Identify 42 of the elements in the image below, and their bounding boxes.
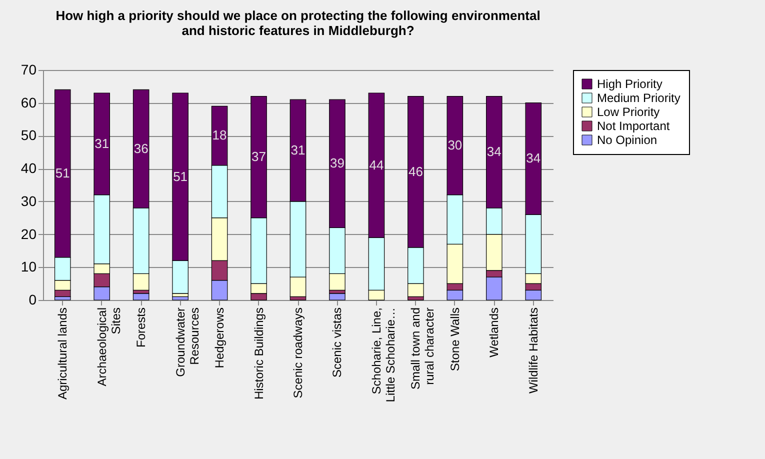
data-label: 36 (134, 140, 148, 156)
legend-label: High Priority (597, 77, 662, 91)
data-label: 18 (212, 128, 227, 143)
y-tick-label: 60 (20, 94, 37, 110)
x-tick-label: Hedgerows (212, 308, 227, 368)
x-tick-label: Scenic vistas (330, 308, 344, 378)
data-label: 34 (486, 144, 502, 160)
legend-label: No Opinion (597, 133, 658, 147)
x-tick-label: Wildlife Habitats (526, 308, 540, 394)
chart-title: How high a priority should we place on protecting the following environmental and historic features in Middleburgh? (56, 8, 540, 38)
data-label: 31 (290, 142, 306, 158)
data-label: 44 (369, 157, 384, 172)
x-tick-label: Schoharie, Line, Little Schoharie… (369, 308, 398, 402)
legend-label: Not Important (597, 119, 670, 133)
data-label: 31 (94, 136, 110, 151)
x-tick-label: Agricultural lands (56, 308, 70, 400)
data-label: 51 (55, 166, 70, 180)
y-tick-label: 70 (20, 62, 37, 78)
x-tick-label: Forests (134, 308, 148, 348)
x-tick-label: Historic Buildings (252, 308, 266, 400)
x-tick-label: Small town and rural character (408, 308, 437, 390)
x-tick-label: Wetlands (487, 308, 502, 358)
bar (172, 296, 188, 300)
legend-label: Medium Priority (597, 91, 680, 105)
data-label: 46 (408, 164, 423, 179)
y-tick-label: 10 (20, 258, 37, 275)
x-tick-label: Archaeological Sites (94, 308, 123, 386)
y-tick-label: 0 (28, 292, 37, 308)
data-label: 51 (173, 168, 188, 184)
x-tick-label: Scenic roadways (291, 308, 305, 398)
legend-label: Low Priority (597, 105, 660, 119)
data-label: 37 (252, 149, 266, 164)
y-tick-label: 40 (20, 160, 37, 176)
y-tick-label: 20 (20, 226, 37, 242)
data-label: 34 (526, 150, 541, 166)
x-tick-label: Stone Walls (448, 308, 462, 372)
data-label: 39 (330, 156, 344, 171)
x-tick-label: Groundwater Resources (173, 308, 202, 377)
data-label: 30 (448, 138, 462, 153)
y-tick-label: 50 (20, 127, 37, 144)
y-tick-label: 30 (20, 192, 37, 209)
bar (329, 293, 346, 300)
